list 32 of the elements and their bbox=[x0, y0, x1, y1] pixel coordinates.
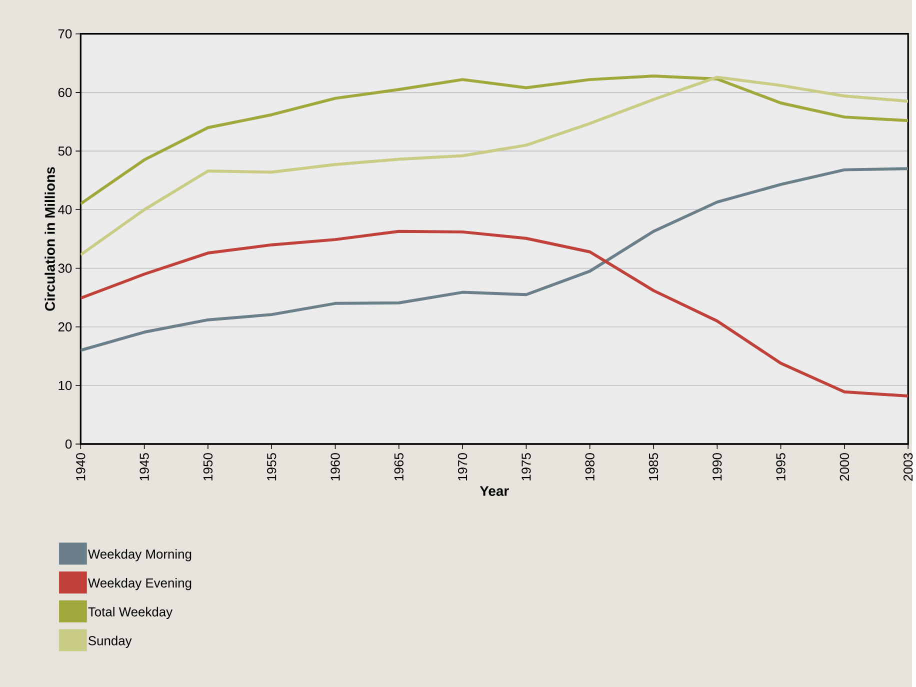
x-tick-label: 1985 bbox=[648, 453, 658, 480]
x-tick-label: 1975 bbox=[522, 453, 531, 480]
x-tick-label: 1965 bbox=[394, 453, 404, 480]
x-tick-label: 1960 bbox=[330, 453, 340, 480]
x-tick-label: 1945 bbox=[140, 453, 149, 480]
x-tick-label: 1980 bbox=[585, 453, 594, 480]
legend-label: Weekday Morning bbox=[88, 549, 192, 562]
line-series bbox=[80, 230, 908, 398]
x-tick-label: 1950 bbox=[203, 453, 213, 480]
y-tick-label: 60 bbox=[58, 88, 72, 98]
x-tick-label: 1940 bbox=[76, 453, 86, 480]
legend-label: Total Weekday bbox=[88, 606, 173, 619]
legend-label: Weekday Evening bbox=[88, 578, 192, 590]
legend-label: Sunday bbox=[88, 636, 132, 648]
y-tick-label: 30 bbox=[58, 264, 72, 273]
x-tick-label: 1955 bbox=[267, 453, 276, 480]
y-tick-label: 70 bbox=[58, 29, 72, 38]
x-tick-label: 2000 bbox=[840, 453, 850, 481]
y-tick-label: 20 bbox=[58, 322, 72, 332]
line-series bbox=[80, 167, 908, 352]
y-tick-label: 40 bbox=[58, 205, 72, 214]
x-tick-label: 1990 bbox=[712, 453, 722, 480]
line-series bbox=[80, 76, 908, 256]
y-tick-label: 50 bbox=[58, 146, 72, 156]
line-series bbox=[80, 74, 908, 206]
y-tick-label: 10 bbox=[58, 380, 72, 390]
x-tick-label: 1995 bbox=[776, 453, 786, 480]
x-tick-label: 2003 bbox=[904, 453, 913, 481]
y-axis-title: Circulation in Millions bbox=[44, 167, 55, 311]
x-axis-title: Year bbox=[480, 486, 509, 496]
x-tick-label: 1970 bbox=[458, 453, 468, 480]
y-tick-label: 0 bbox=[65, 439, 72, 449]
